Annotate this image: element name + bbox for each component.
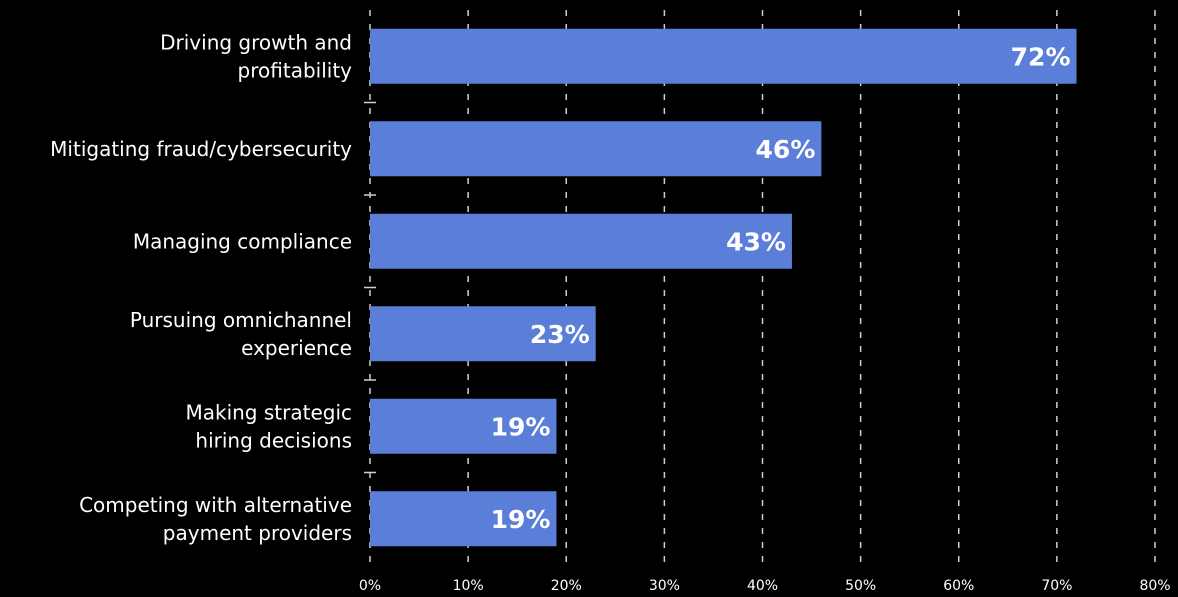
category-label: Driving growth and profitability (160, 30, 352, 82)
category-label: Competing with alternative payment provid… (79, 493, 352, 545)
bar (370, 121, 822, 177)
bar (370, 213, 792, 269)
x-tick-label: 10% (453, 578, 484, 594)
category-labels: Driving growth and profitability Mitigatin… (50, 30, 352, 545)
bar-value-label: 46% (756, 135, 816, 164)
category-label: Making strategic hiring decisions (185, 400, 352, 452)
category-label: Pursuing omnichannel experience (130, 308, 352, 360)
x-tick-label: 60% (943, 578, 974, 594)
x-tick-label: 0% (359, 578, 381, 594)
x-tick-label: 50% (845, 578, 876, 594)
bar-value-label: 72% (1011, 42, 1071, 71)
bar-value-label: 23% (530, 320, 590, 349)
gridlines (364, 10, 1156, 565)
category-label: Managing compliance (133, 229, 352, 253)
category-label: Mitigating fraud/cybersecurity (50, 137, 352, 161)
x-tick-label: 30% (649, 578, 680, 594)
x-tick-label: 80% (1139, 578, 1170, 594)
bar-value-label: 19% (491, 505, 551, 534)
bar (370, 398, 557, 454)
x-tick-label: 40% (747, 578, 778, 594)
bar (370, 28, 1077, 84)
bar (370, 306, 596, 362)
x-tick-label: 70% (1041, 578, 1072, 594)
x-tick-label: 20% (551, 578, 582, 594)
bars: 72% 46% 43% 23% 19% 19% (370, 28, 1077, 547)
bar-value-label: 19% (491, 412, 551, 441)
bar-value-label: 43% (726, 227, 786, 256)
x-axis-tick-labels: 0% 10% 20% 30% 40% 50% 60% 70% 80% (359, 578, 1171, 594)
bar (370, 491, 557, 547)
